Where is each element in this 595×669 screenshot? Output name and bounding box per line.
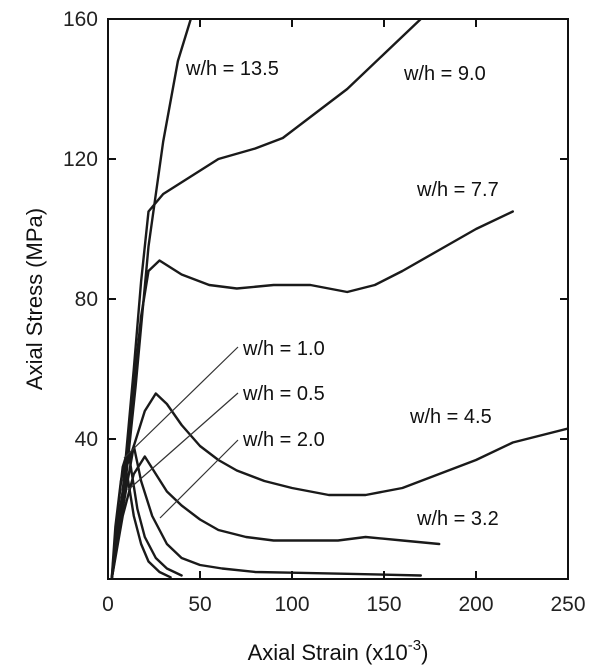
y-tick-label-40: 40 [75, 428, 98, 451]
x-axis-title: Axial Strain (x10-3) [248, 637, 429, 665]
annotation-w-h-4-5: w/h = 4.5 [409, 406, 492, 428]
annotation-w-h-2-0: w/h = 2.0 [242, 429, 325, 451]
x-axis-title-main: Axial Strain (x10 [248, 640, 408, 665]
x-tick-label-100: 100 [274, 593, 309, 616]
x-tick-label-50: 50 [188, 593, 211, 616]
x-tick-label-150: 150 [366, 593, 401, 616]
x-tick-label-200: 200 [458, 593, 493, 616]
y-axis-title: Axial Stress (MPa) [22, 208, 47, 390]
curve-w-h-3-2 [110, 455, 441, 579]
leader-line-5 [159, 439, 239, 519]
curve-w-h-2-0 [110, 444, 422, 579]
y-tick-label-160: 160 [63, 8, 98, 31]
annotation-w-h-1-0: w/h = 1.0 [242, 338, 325, 360]
curve-w-h-4-5 [110, 392, 568, 579]
x-axis-title-exponent: -3 [408, 637, 421, 654]
curves-layer [110, 19, 568, 579]
annotations-layer: w/h = 13.5 w/h = 9.0 w/h = 7.7 w/h = 1.0 w/h… [185, 58, 499, 530]
leader-line-4 [127, 392, 239, 491]
curve-w-h-9-0 [110, 19, 422, 579]
x-tick-label-250: 250 [550, 593, 585, 616]
annotation-w-h-3-2: w/h = 3.2 [416, 508, 499, 530]
x-tick-label-0: 0 [102, 593, 114, 616]
curve-w-h-0-5 [110, 462, 172, 579]
y-tick-label-120: 120 [63, 148, 98, 171]
annotation-w-h-7-7: w/h = 7.7 [416, 179, 499, 201]
leader-lines-layer [123, 346, 239, 519]
leader-line-3 [123, 346, 239, 459]
x-axis-title-close: ) [421, 640, 428, 665]
annotation-w-h-0-5: w/h = 0.5 [242, 383, 325, 405]
ticks-layer: 0 50 100 150 200 250 40 80 120 160 [63, 8, 586, 616]
curve-w-h-7-7 [110, 210, 514, 579]
y-tick-label-80: 80 [75, 288, 98, 311]
annotation-w-h-13-5: w/h = 13.5 [185, 58, 279, 80]
annotation-w-h-9-0: w/h = 9.0 [403, 63, 486, 85]
